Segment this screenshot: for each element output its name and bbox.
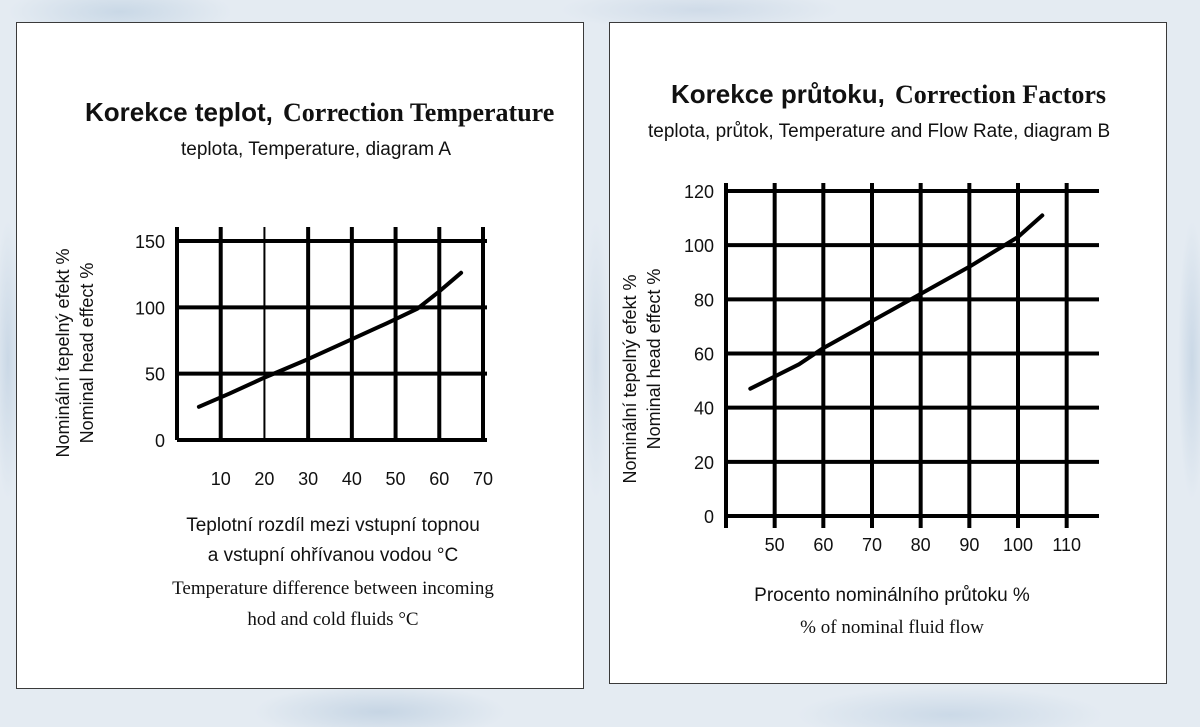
chart-a-xlabel-line-2: a vstupní ohřívanou vodou °C: [208, 545, 459, 566]
b-y-tick-label: 120: [684, 182, 714, 202]
chart-panel-flow: Korekce průtoku, Correction Factors tepl…: [609, 22, 1167, 684]
chart-a-title-en: Correction Temperature: [283, 98, 554, 127]
b-y-tick-label: 40: [694, 399, 714, 419]
a-x-tick-label: 20: [254, 469, 274, 489]
a-x-tick-label: 30: [298, 469, 318, 489]
a-x-tick-label: 10: [211, 469, 231, 489]
chart-b-title-en: Correction Factors: [895, 80, 1106, 109]
b-x-tick-label: 100: [1003, 535, 1033, 555]
b-y-tick-label: 60: [694, 345, 714, 365]
chart-a-title-cz: Korekce teplot,: [85, 97, 273, 127]
a-x-tick-label: 40: [342, 469, 362, 489]
a-x-tick-label: 50: [386, 469, 406, 489]
chart-a-x-ticks: 10 20 30 40 50 60 70: [211, 469, 493, 489]
chart-b-xlabel-line-1: Procento nominálního průtoku %: [754, 585, 1030, 606]
b-y-tick-label: 80: [694, 290, 714, 310]
chart-a-xlabel-line-3: Temperature difference between incoming: [172, 578, 494, 599]
chart-a-subtitle: teplota, Temperature, diagram A: [181, 139, 451, 160]
a-x-tick-label: 70: [473, 469, 493, 489]
b-x-tick-label: 80: [911, 535, 931, 555]
chart-a-series-line: [196, 270, 464, 409]
chart-b-title-cz: Korekce průtoku,: [671, 79, 885, 109]
chart-a-y-ticks: 0 50 100 150: [135, 232, 165, 451]
b-x-tick-label: 110: [1052, 535, 1081, 555]
a-y-tick-label: 100: [135, 298, 165, 318]
chart-a-ylabel-cz: Nominální tepelný efekt %: [53, 248, 73, 457]
chart-b-subtitle: teplota, průtok, Temperature and Flow Ra…: [648, 121, 1110, 142]
chart-b-ylabel-en: Nominal head effect %: [644, 269, 664, 450]
b-x-tick-label: 50: [765, 535, 785, 555]
b-x-tick-label: 90: [959, 535, 979, 555]
chart-a-xlabel-line-1: Teplotní rozdíl mezi vstupní topnou: [186, 515, 480, 536]
chart-panel-temperature: Korekce teplot, Correction Temperature t…: [16, 22, 584, 689]
b-x-tick-label: 70: [862, 535, 882, 555]
chart-b-y-ticks: 0 20 40 60 80 100 120: [684, 182, 714, 527]
a-y-tick-label: 50: [145, 365, 165, 385]
b-x-tick-label: 60: [813, 535, 833, 555]
chart-b-series-line: [748, 213, 1045, 391]
a-y-tick-label: 0: [155, 431, 165, 451]
b-y-tick-label: 100: [684, 236, 714, 256]
chart-temperature: Korekce teplot, Correction Temperature t…: [53, 97, 554, 630]
chart-b-xlabel-line-2: % of nominal fluid flow: [800, 617, 984, 638]
chart-a-xlabel-line-4: hod and cold fluids °C: [247, 609, 418, 630]
chart-flow: Korekce průtoku, Correction Factors tepl…: [620, 79, 1110, 638]
chart-a-grid: [175, 227, 487, 442]
chart-a-ylabel-en: Nominal head effect %: [77, 263, 97, 444]
chart-b-ylabel-cz: Nominální tepelný efekt %: [620, 274, 640, 483]
a-y-tick-label: 150: [135, 232, 165, 252]
a-x-tick-label: 60: [429, 469, 449, 489]
b-y-tick-label: 0: [704, 507, 714, 527]
b-y-tick-label: 20: [694, 453, 714, 473]
chart-b-x-ticks: 50 60 70 80 90 100 110: [765, 535, 1081, 555]
chart-b-grid: [724, 183, 1099, 528]
